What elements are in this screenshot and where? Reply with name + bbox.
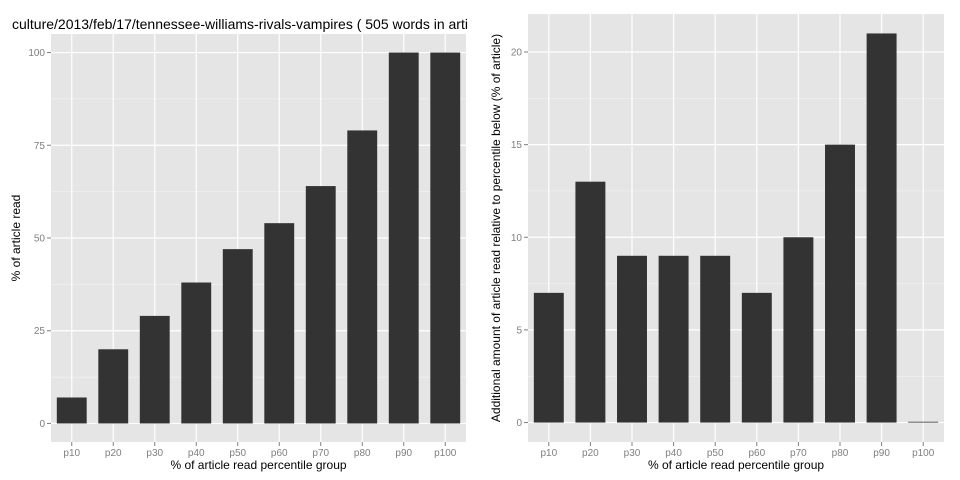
chart-title: culture/2013/feb/17/tennessee-williams-r…	[12, 16, 468, 32]
x-tick-label: p80	[832, 448, 849, 459]
x-tick-label: p20	[582, 448, 599, 459]
x-tick-label: p60	[271, 448, 288, 459]
bar-p90	[866, 33, 897, 423]
bar-p50	[222, 249, 253, 424]
bar-p30	[617, 255, 647, 423]
x-tick-label: p60	[748, 448, 765, 459]
bar-p100	[908, 421, 939, 423]
x-tick-label: p40	[188, 448, 205, 459]
y-tick-label: 100	[28, 48, 45, 59]
x-tick-label: p100	[434, 448, 457, 459]
x-tick-label: p50	[229, 448, 246, 459]
y-tick-label: 25	[34, 326, 46, 337]
x-tick-label: p30	[146, 448, 163, 459]
bar-p20	[98, 349, 129, 424]
y-axis-label: % of article read	[9, 195, 23, 282]
x-tick-label: p90	[395, 448, 412, 459]
x-tick-label: p40	[665, 448, 682, 459]
bar-p20	[575, 181, 606, 423]
bar-p100	[430, 52, 461, 424]
x-tick-label: p10	[63, 448, 80, 459]
x-tick-label: p100	[912, 448, 935, 459]
bar-p10	[56, 397, 87, 424]
y-axis-label: Additional amount of article read relati…	[489, 34, 503, 422]
bar-p70	[783, 237, 814, 423]
bar-p30	[139, 315, 170, 424]
bar-p90	[388, 52, 419, 424]
bar-p10	[533, 292, 564, 423]
x-tick-label: p80	[354, 448, 371, 459]
left-bar-chart: 0 25 50 75 100 p10 p20 p30 p40 p50 p60 p70 p80 p90 p10…	[9, 34, 466, 472]
x-axis-label: % of article read percentile group	[170, 458, 346, 472]
bar-p80	[347, 130, 378, 424]
y-tick-label: 10	[511, 233, 523, 244]
x-tick-label: p70	[312, 448, 329, 459]
bar-p60	[741, 292, 772, 423]
bar-p70	[305, 186, 336, 424]
bar-p80	[825, 144, 855, 423]
x-tick-label: p10	[540, 448, 557, 459]
bar-p40	[181, 282, 212, 424]
x-axis-label: % of article read percentile group	[648, 458, 824, 472]
y-tick-label: 75	[34, 141, 46, 152]
x-tick-label: p30	[624, 448, 641, 459]
y-tick-label: 20	[511, 47, 523, 58]
y-tick-label: 0	[516, 418, 522, 429]
y-tick-label: 5	[516, 325, 522, 336]
x-tick-label: p90	[873, 448, 890, 459]
bar-p40	[658, 255, 689, 423]
x-tick-label: p50	[707, 448, 724, 459]
right-bar-chart: 0 5 10 15 20 p10 p20 p30 p40 p50 p60 p70 p80 p90 p100%…	[489, 14, 944, 472]
bar-p60	[264, 223, 295, 424]
bar-p50	[700, 255, 731, 423]
y-tick-label: 0	[39, 419, 45, 430]
y-tick-label: 50	[34, 234, 46, 245]
x-tick-label: p70	[790, 448, 807, 459]
x-tick-label: p20	[105, 448, 122, 459]
y-tick-label: 15	[511, 140, 523, 151]
